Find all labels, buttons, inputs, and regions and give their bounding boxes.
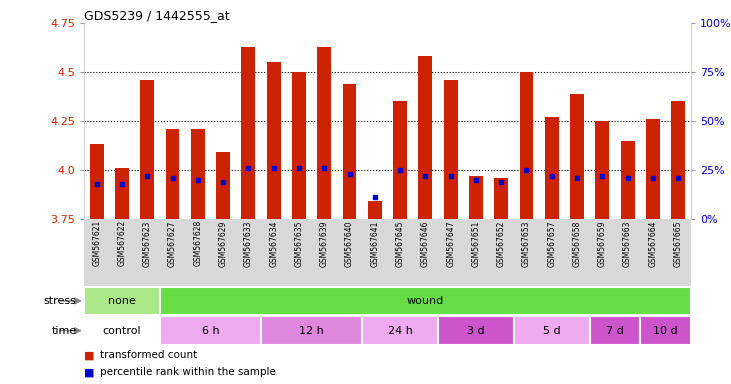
Bar <box>362 316 438 345</box>
Text: control: control <box>102 326 141 336</box>
Text: GSM567663: GSM567663 <box>623 220 632 267</box>
Bar <box>438 316 514 345</box>
Bar <box>115 168 129 219</box>
Text: 3 d: 3 d <box>467 326 485 336</box>
Bar <box>140 80 154 219</box>
Bar <box>317 46 331 219</box>
Text: GSM567621: GSM567621 <box>92 220 101 266</box>
Text: GSM567646: GSM567646 <box>421 220 430 267</box>
Text: 7 d: 7 d <box>606 326 624 336</box>
Text: GSM567623: GSM567623 <box>143 220 152 266</box>
Text: 12 h: 12 h <box>299 326 324 336</box>
Bar <box>241 46 255 219</box>
Bar <box>514 316 590 345</box>
Text: GSM567627: GSM567627 <box>168 220 177 266</box>
Text: GSM567651: GSM567651 <box>471 220 480 266</box>
Text: GSM567647: GSM567647 <box>446 220 455 267</box>
Bar <box>84 316 160 345</box>
Text: GSM567659: GSM567659 <box>598 220 607 267</box>
Bar <box>84 287 160 315</box>
Text: 5 d: 5 d <box>543 326 561 336</box>
Bar <box>570 94 584 219</box>
Bar <box>368 201 382 219</box>
Bar <box>469 176 483 219</box>
Bar <box>444 80 458 219</box>
Text: percentile rank within the sample: percentile rank within the sample <box>100 367 276 377</box>
Bar <box>292 72 306 219</box>
Text: GSM567664: GSM567664 <box>648 220 657 267</box>
Text: GSM567634: GSM567634 <box>269 220 279 267</box>
Bar <box>216 152 230 219</box>
Bar <box>343 84 357 219</box>
Text: GSM567652: GSM567652 <box>496 220 506 266</box>
Bar <box>160 316 261 345</box>
Bar <box>595 121 609 219</box>
Bar <box>160 287 691 315</box>
Bar <box>520 72 534 219</box>
Text: 24 h: 24 h <box>387 326 412 336</box>
Text: ■: ■ <box>84 350 94 360</box>
Bar <box>640 316 691 345</box>
Text: GSM567635: GSM567635 <box>295 220 303 267</box>
Bar <box>590 316 640 345</box>
Bar <box>494 178 508 219</box>
Text: 10 d: 10 d <box>654 326 678 336</box>
Bar <box>191 129 205 219</box>
Bar <box>261 316 362 345</box>
Text: GSM567645: GSM567645 <box>395 220 404 267</box>
Text: GSM567658: GSM567658 <box>572 220 582 266</box>
Text: GDS5239 / 1442555_at: GDS5239 / 1442555_at <box>84 9 230 22</box>
Bar <box>90 144 104 219</box>
Text: transformed count: transformed count <box>100 350 197 360</box>
Bar <box>621 141 635 219</box>
Bar <box>166 129 180 219</box>
Text: time: time <box>51 326 77 336</box>
Bar <box>267 62 281 219</box>
Text: GSM567641: GSM567641 <box>371 220 379 266</box>
Text: wound: wound <box>406 296 444 306</box>
Text: GSM567639: GSM567639 <box>319 220 329 267</box>
Text: GSM567653: GSM567653 <box>522 220 531 267</box>
Text: 6 h: 6 h <box>202 326 219 336</box>
Text: GSM567622: GSM567622 <box>118 220 126 266</box>
Text: GSM567628: GSM567628 <box>193 220 202 266</box>
Text: GSM567665: GSM567665 <box>674 220 683 267</box>
Bar <box>671 101 685 219</box>
Text: GSM567629: GSM567629 <box>219 220 227 266</box>
Text: stress: stress <box>44 296 77 306</box>
Text: none: none <box>108 296 136 306</box>
Text: ■: ■ <box>84 367 94 377</box>
Text: GSM567640: GSM567640 <box>345 220 354 267</box>
Bar <box>646 119 660 219</box>
Bar <box>545 117 558 219</box>
Bar <box>393 101 407 219</box>
Bar <box>418 56 432 219</box>
Text: GSM567657: GSM567657 <box>548 220 556 267</box>
Text: GSM567633: GSM567633 <box>244 220 253 267</box>
